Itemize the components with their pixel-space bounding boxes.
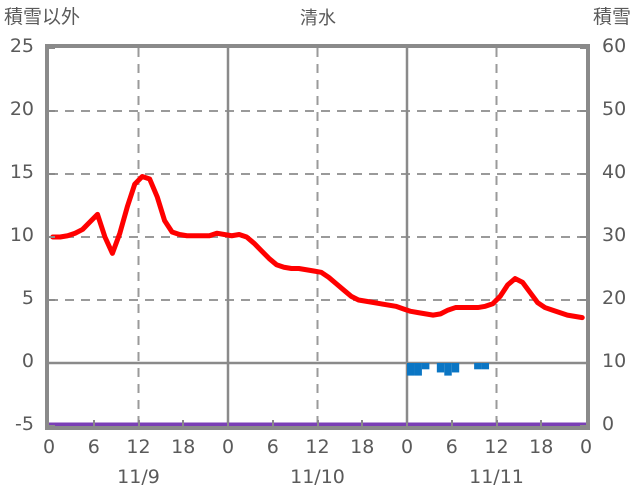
left-axis-tick-mark <box>48 425 55 427</box>
left-axis-caption: 積雪以外 <box>4 6 81 28</box>
x-axis-hour-label: 18 <box>171 436 196 458</box>
precipitation-bar <box>451 363 460 373</box>
right-axis-tick-mark <box>580 299 587 301</box>
left-axis-tick-label: 25 <box>9 35 34 57</box>
x-axis-tick-mark <box>540 420 543 427</box>
right-axis-tick-label: 60 <box>602 35 627 57</box>
chart-canvas <box>49 48 586 426</box>
x-axis-date-label: 11/11 <box>469 466 524 488</box>
left-axis-tick-label: -5 <box>15 413 34 435</box>
left-axis: 25 20 15 10 5 0 -5 <box>0 0 40 501</box>
temperature-line <box>50 174 585 321</box>
right-axis-tick-label: 30 <box>602 224 627 246</box>
right-axis-tick-mark <box>580 47 587 49</box>
right-axis-tick-mark <box>580 425 587 427</box>
left-axis-tick-mark <box>48 299 55 301</box>
x-axis-tick-mark <box>316 420 319 427</box>
x-axis-hour-label: 6 <box>445 436 458 458</box>
precipitation-bar <box>414 363 422 376</box>
right-axis: 60 50 40 30 20 10 0 <box>596 0 636 501</box>
plot-inner <box>49 48 586 426</box>
x-axis-tick-mark <box>450 420 453 427</box>
x-axis-date-label: 11/10 <box>290 466 345 488</box>
left-axis-tick-label: 0 <box>21 350 34 372</box>
x-axis-hour-label: 0 <box>579 436 593 458</box>
page-title: 清水 <box>300 8 336 29</box>
left-axis-tick-mark <box>48 47 55 49</box>
x-axis-tick-mark <box>137 420 140 427</box>
right-axis-tick-mark <box>580 110 587 112</box>
right-axis-tick-label: 0 <box>602 413 615 435</box>
x-axis-tick-mark <box>495 420 498 427</box>
left-axis-tick-label: 5 <box>21 287 34 309</box>
x-axis-hour-label: 0 <box>221 436 235 458</box>
right-axis-tick-mark <box>580 173 587 175</box>
x-axis-date-label: 11/9 <box>117 466 160 488</box>
x-axis-tick-mark <box>182 420 185 427</box>
left-axis-tick-mark <box>48 110 55 112</box>
x-axis-hour-label: 12 <box>484 436 509 458</box>
right-axis-caption: 積雪 <box>592 6 631 28</box>
precipitation-bar <box>436 363 445 373</box>
x-axis-hour-label: 12 <box>126 436 151 458</box>
x-axis-tick-mark <box>361 420 364 427</box>
left-axis-tick-label: 20 <box>9 98 34 120</box>
precipitation-bar <box>444 363 452 376</box>
x-axis-hour-label: 0 <box>400 436 414 458</box>
x-axis-tick-mark <box>227 420 229 427</box>
plot-area <box>45 44 590 430</box>
left-axis-tick-mark <box>48 173 55 175</box>
precipitation-bar <box>474 363 482 370</box>
right-axis-tick-mark <box>580 362 587 364</box>
x-axis-tick-mark <box>271 420 274 427</box>
left-axis-tick-label: 10 <box>9 224 34 246</box>
right-axis-tick-label: 40 <box>602 161 627 183</box>
x-axis-hour-label: 6 <box>266 436 279 458</box>
left-axis-tick-label: 15 <box>9 161 34 183</box>
right-axis-tick-mark <box>580 236 587 238</box>
precipitation-bar <box>407 363 415 376</box>
left-axis-tick-mark <box>48 362 55 364</box>
x-axis-hour-label: 12 <box>305 436 330 458</box>
right-axis-tick-label: 50 <box>602 98 627 120</box>
x-axis-hour-label: 18 <box>350 436 375 458</box>
x-axis-hour-label: 6 <box>87 436 100 458</box>
left-axis-tick-mark <box>48 236 55 238</box>
x-axis-hour-label: 0 <box>42 436 56 458</box>
x-axis-tick-mark <box>92 420 95 427</box>
right-axis-tick-label: 20 <box>602 287 627 309</box>
precipitation-bar <box>481 363 490 370</box>
right-axis-tick-label: 10 <box>602 350 627 372</box>
precipitation-bar <box>421 363 430 370</box>
x-axis-hour-label: 18 <box>529 436 554 458</box>
x-axis-tick-mark <box>406 420 408 427</box>
